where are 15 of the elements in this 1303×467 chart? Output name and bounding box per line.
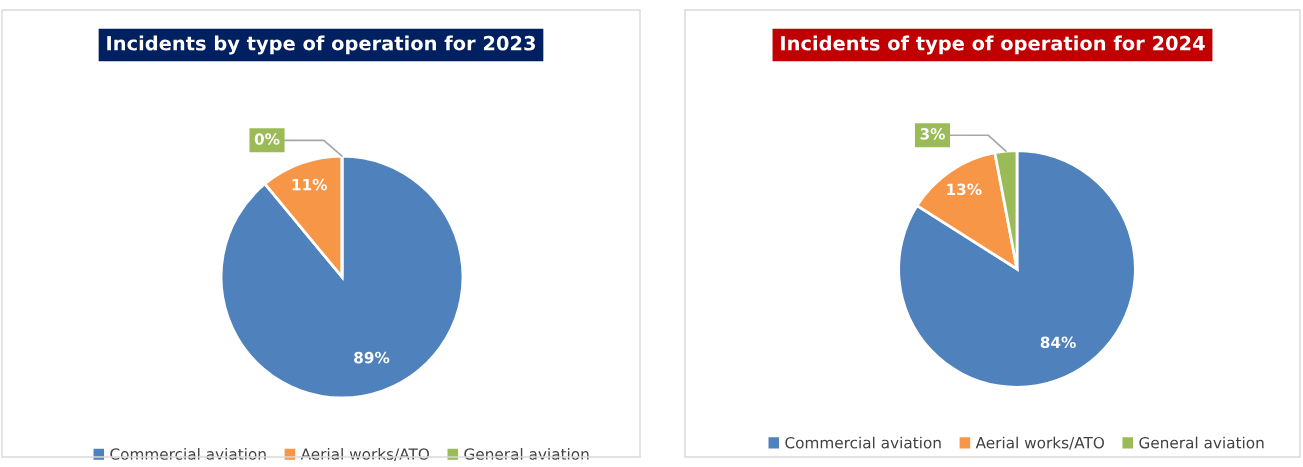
text: 0% [254, 133, 280, 145]
legend-label: Commercial aviation [785, 436, 941, 449]
data-label: 89% [354, 351, 390, 364]
data-label: 84% [1040, 336, 1076, 349]
legend-label: Aerial works/ATO [300, 448, 429, 462]
pie-slice [897, 149, 1137, 389]
legend-label: General aviation [1139, 436, 1264, 449]
data-label: 11% [292, 178, 328, 191]
legend-label: Commercial aviation [110, 448, 266, 460]
data-label: 3% [920, 128, 945, 140]
legend-label: General aviation [464, 448, 589, 460]
legend-label: Aerial works/ATO [975, 436, 1104, 450]
data-label: 13% [947, 183, 982, 196]
chart-title: Incidents of type of operation for 2024 [781, 35, 1205, 55]
chart-title: Incidents by type of operation for 2023 [107, 35, 535, 55]
